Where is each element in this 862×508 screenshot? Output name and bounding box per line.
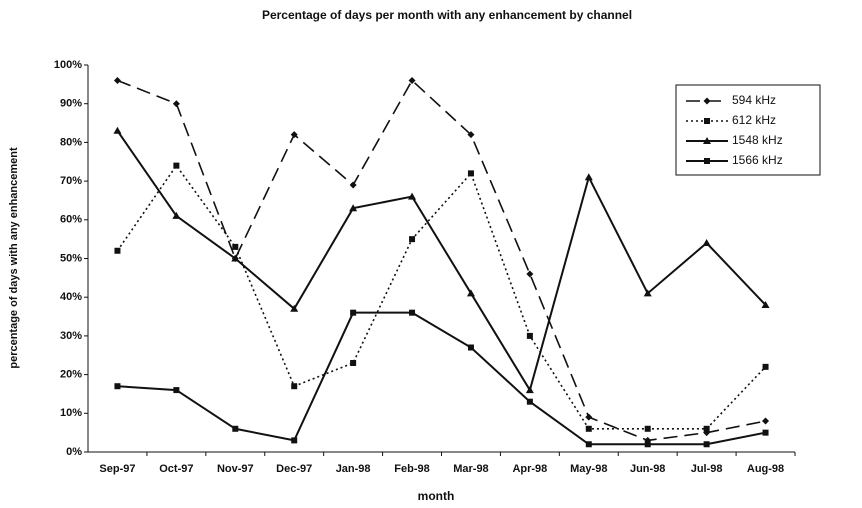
data-point	[232, 243, 239, 250]
data-point	[290, 131, 298, 139]
legend-marker	[703, 97, 711, 105]
data-point	[762, 429, 769, 436]
legend-marker	[704, 118, 710, 124]
x-tick-label: Feb-98	[394, 463, 429, 475]
legend-label: 1548 kHz	[732, 133, 783, 147]
x-tick-label: Nov-97	[217, 463, 254, 475]
x-axis-label: month	[418, 489, 455, 503]
y-tick-label: 40%	[60, 291, 82, 303]
data-point	[526, 332, 533, 339]
legend-marker	[703, 137, 711, 144]
data-point	[585, 413, 593, 421]
data-point	[467, 344, 474, 351]
x-tick-label: Jan-98	[336, 463, 371, 475]
x-tick-label: Apr-98	[512, 463, 547, 475]
data-point	[702, 239, 711, 247]
data-point	[173, 162, 180, 169]
data-point	[584, 173, 593, 181]
legend-box	[675, 84, 821, 176]
data-point	[703, 425, 710, 432]
x-tick-label: Dec-97	[276, 463, 312, 475]
y-tick-label: 80%	[60, 136, 82, 148]
x-tick-label: Mar-98	[453, 463, 488, 475]
y-tick-label: 20%	[60, 369, 82, 381]
data-point	[585, 425, 592, 432]
data-point	[408, 192, 417, 200]
x-tick-label: Jun-98	[630, 463, 665, 475]
data-point	[173, 387, 180, 394]
x-tick-label: Aug-98	[747, 463, 784, 475]
y-tick-label: 10%	[60, 407, 82, 419]
data-point	[113, 76, 121, 84]
data-point	[526, 398, 533, 405]
data-point	[231, 254, 240, 262]
x-tick-label: Sep-97	[99, 463, 135, 475]
legend-marker	[704, 158, 710, 164]
data-point	[172, 211, 181, 219]
data-point	[644, 441, 651, 448]
data-point	[172, 100, 180, 108]
y-tick-label: 0%	[66, 446, 82, 458]
series-line	[116, 164, 767, 430]
data-point	[349, 181, 357, 189]
data-point	[762, 417, 770, 425]
data-point	[232, 425, 239, 432]
data-point	[703, 441, 710, 448]
data-point	[114, 247, 121, 254]
data-point	[409, 236, 416, 243]
data-point	[525, 386, 534, 394]
data-point	[350, 309, 357, 316]
data-point	[408, 76, 416, 84]
y-tick-label: 50%	[60, 252, 82, 264]
y-tick-label: 60%	[60, 214, 82, 226]
data-point	[761, 300, 770, 308]
data-point	[113, 126, 122, 134]
y-tick-label: 90%	[60, 98, 82, 110]
data-point	[643, 289, 652, 297]
data-point	[114, 383, 121, 390]
data-point	[350, 359, 357, 366]
legend: 594 kHz 612 kHz 1548 kHz 1566 kHz	[675, 84, 821, 176]
y-tick-label: 70%	[60, 175, 82, 187]
data-point	[467, 131, 475, 139]
legend-label: 1566 kHz	[732, 153, 783, 167]
chart-title: Percentage of days per month with any en…	[262, 8, 632, 22]
y-tick-label: 30%	[60, 330, 82, 342]
series-line	[116, 130, 767, 393]
data-point	[762, 363, 769, 370]
data-point	[466, 289, 475, 297]
data-point	[526, 270, 534, 278]
legend-label: 594 kHz	[732, 93, 776, 107]
data-point	[585, 441, 592, 448]
series-line	[117, 79, 766, 442]
data-point	[290, 304, 299, 312]
x-tick-label: Oct-97	[159, 463, 193, 475]
x-tick-label: Jul-98	[691, 463, 723, 475]
data-point	[291, 437, 298, 444]
y-tick-label: 100%	[54, 59, 82, 71]
data-point	[291, 383, 298, 390]
x-tick-label: May-98	[570, 463, 607, 475]
legend-label: 612 kHz	[732, 113, 776, 127]
series-line	[117, 311, 766, 446]
data-point	[467, 170, 474, 177]
data-point	[644, 425, 651, 432]
data-point	[409, 309, 416, 316]
data-point	[349, 204, 358, 212]
y-axis-label: percentage of days with any enhancement	[8, 147, 20, 369]
